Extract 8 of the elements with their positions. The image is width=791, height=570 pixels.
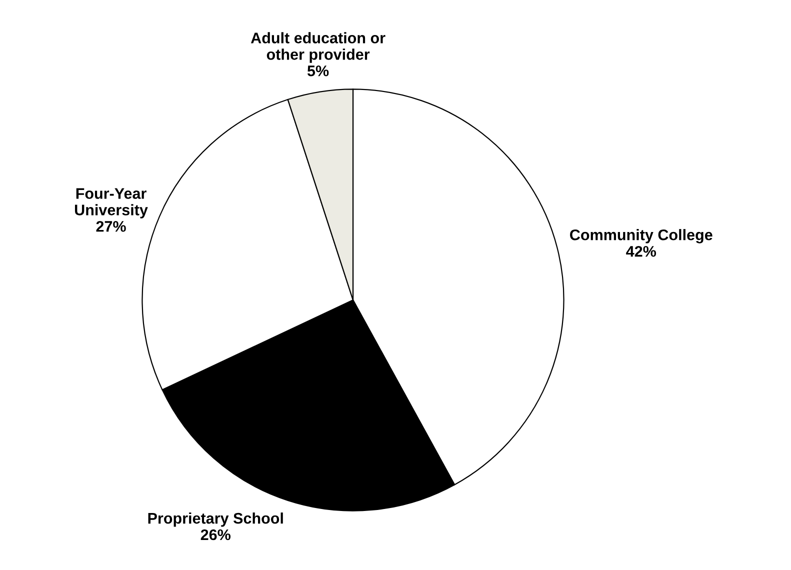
slice-label: Proprietary School [148, 512, 283, 527]
slice-label: Community College [570, 229, 712, 244]
data-label: 26% [200, 529, 230, 540]
slice-label: Adult education or other provider [250, 32, 386, 63]
data-label: 42% [626, 246, 656, 257]
slice-label: Four-Year University [74, 188, 148, 218]
data-label: 27% [96, 221, 126, 232]
data-label: 5% [307, 66, 329, 76]
